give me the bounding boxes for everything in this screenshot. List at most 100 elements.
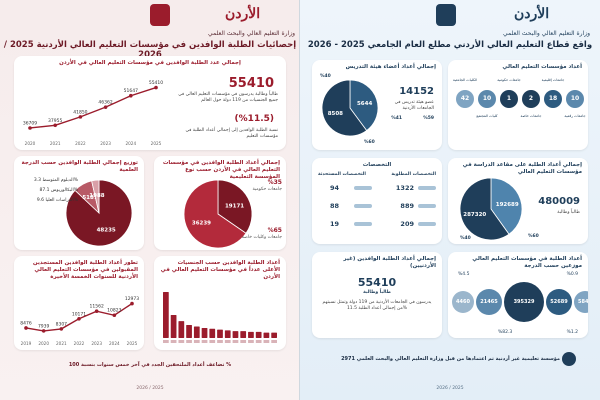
specialization-bar bbox=[354, 186, 372, 190]
institution-label: كليات المجتمع bbox=[476, 114, 498, 118]
distribution-count: 21465 bbox=[476, 289, 502, 315]
bar-label-placeholder bbox=[248, 340, 254, 343]
tick-label: 2025 bbox=[151, 141, 162, 146]
data-label: 12973 bbox=[125, 296, 139, 302]
foreign-label: طالباً وطالبة bbox=[363, 290, 391, 295]
emblem-icon bbox=[150, 4, 170, 26]
degree-card: توزيع إجمالي الطلبة الوافدين حسب الدرجة … bbox=[14, 156, 144, 250]
nationality-title: أعداد الطلبة الوافدين حسب الجنسيات الأعل… bbox=[160, 260, 280, 280]
specializations-card: التخصصات التخصصات المطلوبة التخصصات المس… bbox=[312, 158, 442, 244]
data-point bbox=[103, 105, 108, 109]
data-point bbox=[28, 126, 32, 130]
slice-label: 19171 bbox=[225, 203, 244, 209]
faculty-total: 14152 bbox=[399, 86, 434, 97]
bar-label-placeholder bbox=[224, 340, 231, 343]
institution-label: جامعات رقمية bbox=[564, 114, 586, 118]
data-point bbox=[94, 309, 99, 314]
tick-label: 2023 bbox=[91, 341, 102, 346]
bar-label-placeholder bbox=[271, 340, 277, 343]
tick-label: 2021 bbox=[56, 341, 67, 346]
distribution-card: أعداد الطلبة في مؤسسات التعليم العالي مو… bbox=[448, 252, 588, 338]
type-p1-label: جامعات حكومية bbox=[252, 187, 282, 192]
distribution-pct2: %82.3 bbox=[498, 330, 513, 335]
bar bbox=[224, 330, 231, 338]
bar bbox=[248, 331, 254, 338]
bar-label-placeholder bbox=[217, 340, 223, 343]
data-point bbox=[154, 85, 158, 90]
tick-label: 2020 bbox=[25, 141, 36, 146]
tick-label: 2023 bbox=[100, 141, 111, 146]
specialization-count: 94 bbox=[330, 184, 340, 192]
tick-label: 2021 bbox=[50, 141, 61, 146]
specialization-bar bbox=[354, 204, 372, 208]
faculty-p2: %59 bbox=[423, 116, 434, 121]
distribution-count: 4460 bbox=[452, 291, 474, 313]
slice-label: 5187 bbox=[82, 195, 97, 201]
trend-pct: (%11.5) bbox=[234, 114, 274, 124]
degree-legend-2: الدراسات العليا 9.6% bbox=[36, 198, 78, 203]
institution-label: الكليات الجامعية bbox=[452, 78, 478, 82]
specializations-col1: التخصصات المطلوبة bbox=[391, 172, 436, 177]
students-card: إجمالي أعداد الطلبة على مقاعد الدراسة في… bbox=[448, 158, 588, 244]
ministry-name: وزارة التعليم العالي والبحث العلمي bbox=[208, 30, 295, 37]
slice-label: 5644 bbox=[357, 101, 372, 107]
specializations-title: التخصصات bbox=[362, 162, 392, 168]
specialization-count: 1322 bbox=[395, 184, 414, 192]
emblem-icon bbox=[436, 4, 456, 26]
type-p1: %35 bbox=[267, 179, 282, 186]
brand-logo: الأردن bbox=[514, 6, 550, 22]
data-label: 37955 bbox=[48, 118, 62, 124]
students-pie: 192689 287320 bbox=[459, 177, 523, 241]
tick-label: 2024 bbox=[125, 141, 136, 146]
institutions-card: أعداد مؤسسات التعليم العالي 42 الكليات ال… bbox=[448, 60, 588, 150]
specialization-bar bbox=[418, 186, 436, 190]
series-line bbox=[29, 86, 157, 129]
bar-label-placeholder bbox=[193, 340, 200, 343]
foreign-desc: يدرسون في الجامعات الأردنية من 119 دولة … bbox=[322, 300, 432, 311]
nationality-chart bbox=[163, 292, 277, 343]
data-label: 8476 bbox=[20, 320, 32, 326]
trend-title: إجمالي عدد الطلبة الوافدين في مؤسسات الت… bbox=[59, 60, 241, 66]
page-title: إحصائيات الطلبة الوافدين في مؤسسات التعل… bbox=[3, 40, 297, 60]
data-label: 10171 bbox=[72, 311, 86, 317]
faculty-title: إجمالي أعداد أعضاء هيئة التدريس bbox=[345, 64, 436, 70]
specialization-count: 19 bbox=[330, 220, 340, 228]
foreign-total: 55410 bbox=[357, 276, 397, 289]
data-point bbox=[78, 115, 83, 119]
data-label: 10823 bbox=[107, 308, 121, 314]
pie-slice bbox=[217, 179, 253, 234]
type-p2-label: جامعات وكليات خاصة bbox=[241, 235, 282, 240]
bar bbox=[271, 332, 277, 338]
data-label: 51647 bbox=[124, 88, 138, 94]
trend-desc: طالباً وطالبة يدرسون في مؤسسات التعليم ا… bbox=[178, 92, 278, 103]
students-title: إجمالي أعداد الطلبة على مقاعد الدراسة في… bbox=[462, 162, 582, 175]
bar bbox=[201, 328, 208, 338]
pie-slice bbox=[321, 79, 368, 137]
institution-count: 10 bbox=[478, 90, 496, 108]
page-title: واقع قطاع التعليم العالي الأردني مطلع ال… bbox=[307, 40, 593, 50]
ministry-name: وزارة التعليم العالي والبحث العلمي bbox=[503, 30, 590, 37]
type-title: إجمالي أعداد الطلبة الوافدين في مؤسسات ا… bbox=[162, 160, 280, 180]
trend-total: 55410 bbox=[228, 76, 274, 91]
institution-count: 18 bbox=[544, 90, 562, 108]
distribution-pct1: %4.5 bbox=[458, 272, 470, 277]
bar bbox=[186, 324, 192, 338]
type-card: إجمالي أعداد الطلبة الوافدين في مؤسسات ا… bbox=[154, 156, 286, 250]
admitted-title: تطور أعداد الطلبة الوافدين المستجدين الم… bbox=[32, 260, 138, 280]
data-label: 46362 bbox=[98, 100, 112, 106]
distribution-pct3: %1.2 bbox=[566, 330, 578, 335]
faculty-p3: %40 bbox=[320, 74, 331, 79]
institution-label: جامعات حكومية bbox=[497, 78, 521, 82]
type-pie: 19171 36239 bbox=[183, 179, 253, 249]
bar bbox=[217, 329, 223, 338]
bar bbox=[209, 328, 216, 338]
faculty-p1: %41 bbox=[391, 116, 402, 121]
foreign-card: إجمالي أعداد الطلبة الوافدين (غير الأردن… bbox=[312, 252, 442, 338]
distribution-count: 395329 bbox=[504, 282, 544, 322]
pie-slice bbox=[459, 177, 510, 241]
slice-label: 1988 bbox=[89, 193, 104, 199]
bar-label-placeholder bbox=[186, 340, 192, 343]
degree-legend-0: الدبلوم المتوسط 3.3% bbox=[33, 178, 78, 183]
